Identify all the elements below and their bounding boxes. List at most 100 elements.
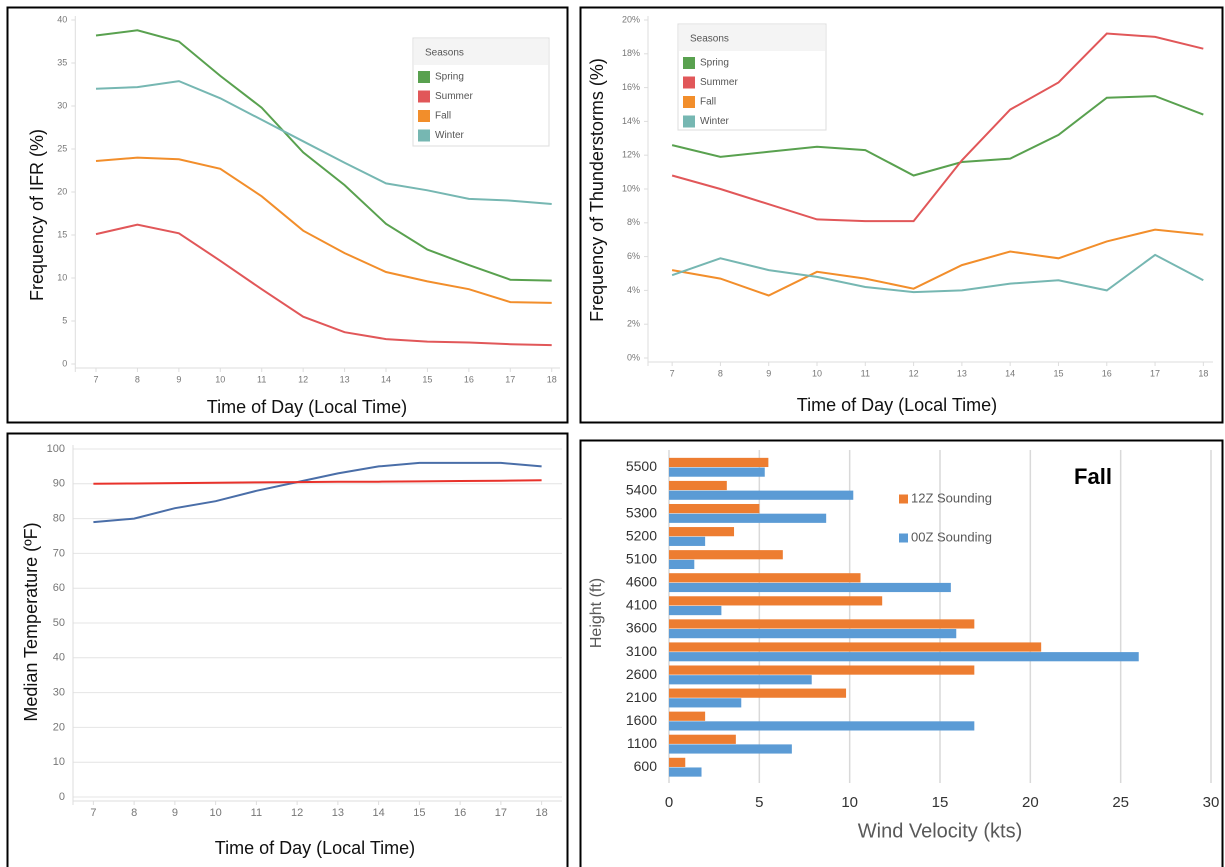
x-tick-label: 5 <box>755 794 763 811</box>
y-tick-label: 50 <box>53 617 65 629</box>
legend-swatch <box>418 110 430 122</box>
y-tick-label: 1600 <box>626 712 657 728</box>
x-tick-label: 16 <box>464 374 474 384</box>
y-tick-label: 10 <box>57 272 67 282</box>
bar <box>669 675 812 685</box>
y-tick-label: 40 <box>57 14 67 24</box>
y-tick-label: 4600 <box>626 574 657 590</box>
y-tick-label: 25 <box>57 143 67 153</box>
y-tick-label: 35 <box>57 57 67 67</box>
legend-swatch <box>899 533 908 543</box>
bar <box>669 711 706 721</box>
y-tick-label: 5300 <box>626 504 657 520</box>
panel-border <box>6 432 569 867</box>
y-tick-label: 5 <box>62 315 67 325</box>
x-tick-label: 15 <box>422 374 432 384</box>
legend-swatch <box>418 71 430 83</box>
x-tick-label: 10 <box>812 368 822 378</box>
y-axis-label: Height (ft) <box>588 578 605 648</box>
series-line <box>95 29 552 282</box>
y-tick-label: 5200 <box>626 527 657 543</box>
y-tick-label: 5500 <box>626 458 657 474</box>
y-tick-label: 2% <box>627 319 640 329</box>
series-line <box>671 32 1204 223</box>
x-tick-label: 20 <box>1022 794 1039 811</box>
bar <box>669 629 957 639</box>
x-tick-label: 13 <box>332 807 344 819</box>
series-line <box>93 479 542 485</box>
y-tick-label: 0 <box>59 791 65 803</box>
x-tick-label: 14 <box>1005 368 1015 378</box>
x-tick-label: 25 <box>1112 794 1129 811</box>
legend-title: Seasons <box>690 34 729 45</box>
legend-swatch <box>418 90 430 103</box>
legend-swatch <box>683 115 695 128</box>
bar <box>669 698 742 708</box>
legend-label: Fall <box>435 111 451 122</box>
y-tick-label: 20% <box>622 14 640 24</box>
legend-swatch <box>683 76 695 89</box>
series-line <box>95 223 552 347</box>
bar <box>669 757 686 767</box>
x-tick-label: 0 <box>665 794 673 811</box>
bar <box>669 550 783 560</box>
x-tick-label: 8 <box>135 374 140 384</box>
x-tick-label: 12 <box>298 374 308 384</box>
y-tick-label: 1100 <box>627 735 657 751</box>
y-axis-label: Frequency of Thunderstorms (%) <box>587 58 607 322</box>
y-tick-label: 0 <box>62 358 67 368</box>
x-tick-label: 16 <box>454 807 466 819</box>
bar <box>669 480 727 491</box>
y-tick-label: 10% <box>622 183 640 193</box>
legend-swatch <box>418 129 430 142</box>
bar <box>669 642 1042 652</box>
x-tick-label: 11 <box>257 374 266 384</box>
x-axis-label: Time of Day (Local Time) <box>215 838 415 858</box>
y-tick-label: 30 <box>57 100 67 110</box>
x-tick-label: 14 <box>373 807 385 819</box>
x-tick-label: 8 <box>718 368 723 378</box>
legend-swatch <box>683 57 695 69</box>
y-tick-label: 10 <box>53 756 65 768</box>
x-tick-label: 11 <box>251 807 262 819</box>
y-tick-label: 90 <box>53 478 65 490</box>
bar <box>669 665 975 675</box>
legend-label: 12Z Sounding <box>911 490 992 505</box>
series-line <box>95 80 552 205</box>
x-tick-label: 7 <box>90 807 96 819</box>
x-tick-label: 15 <box>932 794 949 811</box>
y-tick-label: 0% <box>627 352 640 362</box>
y-tick-label: 5400 <box>626 481 657 497</box>
bar <box>669 721 975 731</box>
x-tick-label: 15 <box>413 807 425 819</box>
y-tick-label: 2600 <box>626 666 657 682</box>
legend-label: Winter <box>435 130 465 141</box>
y-tick-label: 70 <box>53 547 65 559</box>
series-line <box>93 461 542 524</box>
x-tick-label: 18 <box>1198 368 1208 378</box>
legend-label: Summer <box>435 91 473 102</box>
bar <box>669 605 722 616</box>
x-tick-label: 9 <box>172 807 178 819</box>
y-tick-label: 6% <box>627 251 640 261</box>
panel-border <box>579 6 1224 424</box>
legend-label: Spring <box>435 72 464 83</box>
legend-label: Fall <box>700 97 716 108</box>
x-tick-label: 12 <box>291 807 303 819</box>
series-line <box>671 228 1204 297</box>
y-tick-label: 8% <box>627 217 640 227</box>
x-tick-label: 13 <box>957 368 967 378</box>
panel-border <box>579 439 1224 867</box>
legend-label: Winter <box>700 116 730 127</box>
y-tick-label: 2100 <box>626 689 657 705</box>
y-tick-label: 14% <box>622 116 640 126</box>
x-tick-label: 18 <box>536 807 548 819</box>
bar <box>669 490 854 500</box>
series-line <box>671 253 1204 294</box>
y-tick-label: 3100 <box>626 643 657 659</box>
y-tick-label: 80 <box>53 513 65 525</box>
legend-swatch <box>899 494 908 504</box>
bar <box>669 503 760 514</box>
legend-label: 00Z Sounding <box>911 529 992 544</box>
bar <box>669 573 861 583</box>
